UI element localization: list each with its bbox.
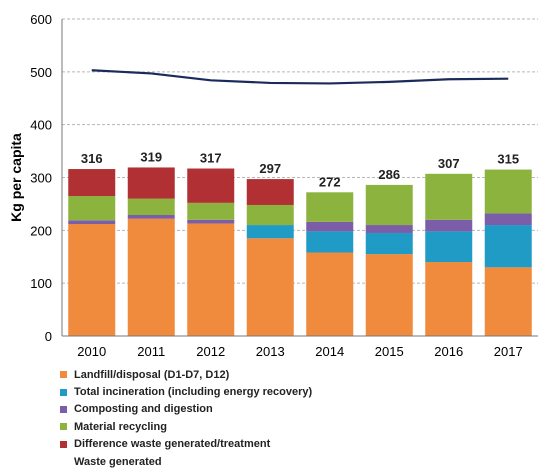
x-tick-label: 2016 xyxy=(434,344,463,359)
legend-label: Landfill/disposal (D1-D7, D12) xyxy=(74,368,230,381)
total-label: 307 xyxy=(438,156,460,171)
y-tick-label: 0 xyxy=(45,329,52,344)
bar-segment-1 xyxy=(365,254,413,336)
total-label: 297 xyxy=(259,161,281,176)
bar-segment-3 xyxy=(306,221,354,232)
legend-swatch xyxy=(60,458,67,465)
legend-label: Total incineration (including energy rec… xyxy=(74,386,313,399)
bar-segment-1 xyxy=(187,223,235,336)
total-label: 319 xyxy=(140,149,162,164)
bar-segment-3 xyxy=(127,215,175,219)
bar-segment-2 xyxy=(306,231,354,253)
legend-label: Composting and digestion xyxy=(74,403,213,416)
bar-segment-4 xyxy=(425,173,473,220)
total-label: 286 xyxy=(378,167,400,182)
chart: 0 100 200 300 400 500 600 316 319 317 297 272 286 30… xyxy=(8,12,538,359)
bar-segment-4 xyxy=(68,195,116,221)
waste-generated-line xyxy=(91,69,509,85)
bar-segment-1 xyxy=(306,252,354,336)
bar-segment-2 xyxy=(425,231,473,263)
x-tick-label: 2015 xyxy=(375,344,404,359)
y-axis-label: Kg per capita xyxy=(8,133,24,222)
total-label: 317 xyxy=(200,151,222,166)
bar-segment-3 xyxy=(484,213,532,226)
bar-segment-5 xyxy=(187,168,235,203)
bar-segment-4 xyxy=(187,202,235,220)
x-tick-label: 2013 xyxy=(256,344,285,359)
bar-segment-3 xyxy=(187,219,235,224)
y-tick-label: 400 xyxy=(30,118,52,133)
bar-segment-4 xyxy=(127,198,175,216)
legend-swatch xyxy=(60,405,67,413)
bar-segment-4 xyxy=(306,192,354,222)
bar-segment-5 xyxy=(246,179,294,205)
bar-segment-2 xyxy=(246,225,294,239)
x-tick-label: 2012 xyxy=(196,344,225,359)
bar-segment-2 xyxy=(484,225,532,268)
legend-label: Material recycling xyxy=(74,420,167,433)
bar-segment-1 xyxy=(484,267,532,336)
total-label: 272 xyxy=(319,174,341,189)
legend-swatch xyxy=(60,423,67,431)
bar-segment-5 xyxy=(68,169,116,196)
bar-segment-3 xyxy=(365,225,413,233)
bar-segment-4 xyxy=(484,169,532,214)
legend-item: Difference waste generated/treatment xyxy=(60,436,500,453)
legend-item: Landfill/disposal (D1-D7, D12) xyxy=(60,366,500,383)
bar-segment-1 xyxy=(127,218,175,336)
bar-segment-1 xyxy=(68,223,116,336)
y-tick-labels: 0 100 200 300 400 500 600 xyxy=(30,12,52,344)
y-tick-label: 300 xyxy=(30,171,52,186)
bar-segment-4 xyxy=(365,184,413,226)
line-series xyxy=(91,69,509,85)
bars xyxy=(68,167,532,336)
legend-item: Total incineration (including energy rec… xyxy=(60,383,500,400)
x-tick-label: 2010 xyxy=(77,344,106,359)
legend-item: Composting and digestion xyxy=(60,401,500,418)
legend-label: Difference waste generated/treatment xyxy=(74,438,271,451)
x-tick-labels: 2010 2011 2012 2013 2014 2015 2016 2017 xyxy=(77,344,522,359)
y-tick-label: 500 xyxy=(30,65,52,80)
legend-swatch xyxy=(60,371,67,379)
y-tick-label: 200 xyxy=(30,223,52,238)
bar-segment-1 xyxy=(425,262,473,336)
total-labels: 316 319 317 297 272 286 307 315 xyxy=(81,149,519,189)
bar-segment-5 xyxy=(127,167,175,199)
total-label: 315 xyxy=(497,152,519,167)
bar-segment-1 xyxy=(246,238,294,336)
bar-segment-3 xyxy=(68,220,116,224)
total-label: 316 xyxy=(81,151,103,166)
x-tick-label: 2011 xyxy=(137,344,165,359)
legend-item: Waste generated xyxy=(60,453,500,470)
bar-segment-4 xyxy=(246,204,294,226)
x-tick-label: 2014 xyxy=(315,344,344,359)
y-tick-label: 600 xyxy=(30,12,52,27)
bar-segment-2 xyxy=(365,232,413,255)
legend: Landfill/disposal (D1-D7, D12) Total inci… xyxy=(60,366,500,470)
x-tick-label: 2017 xyxy=(494,344,523,359)
bar-segment-3 xyxy=(425,219,473,232)
legend-swatch xyxy=(60,388,67,396)
y-tick-label: 100 xyxy=(30,276,52,291)
legend-item: Material recycling xyxy=(60,418,500,435)
legend-label: Waste generated xyxy=(74,455,162,468)
legend-swatch xyxy=(60,440,67,448)
